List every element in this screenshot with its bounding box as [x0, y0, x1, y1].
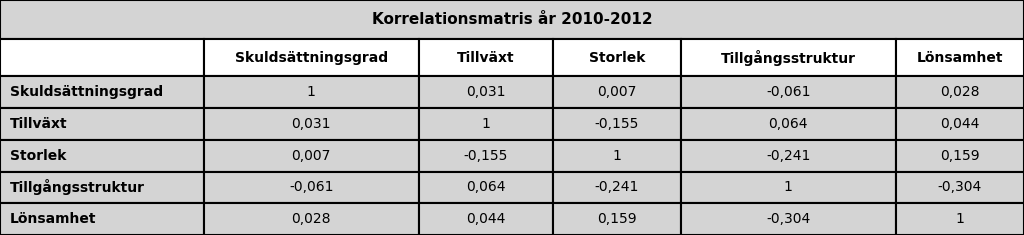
- Text: -0,304: -0,304: [766, 212, 810, 226]
- Text: 0,031: 0,031: [292, 117, 331, 131]
- Bar: [553, 140, 681, 172]
- Text: 0,159: 0,159: [940, 149, 980, 163]
- Text: -0,241: -0,241: [595, 180, 639, 194]
- Text: Storlek: Storlek: [10, 149, 67, 163]
- Bar: [204, 140, 419, 172]
- Bar: [0, 140, 204, 172]
- Text: Storlek: Storlek: [589, 51, 645, 65]
- Bar: [0, 203, 204, 235]
- Text: -0,155: -0,155: [595, 117, 639, 131]
- Bar: [204, 39, 419, 76]
- Text: -0,061: -0,061: [289, 180, 334, 194]
- Text: 0,028: 0,028: [940, 85, 980, 99]
- Bar: [681, 140, 896, 172]
- Bar: [419, 76, 553, 108]
- Bar: [681, 108, 896, 140]
- Text: Lönsamhet: Lönsamhet: [916, 51, 1004, 65]
- Text: 0,064: 0,064: [769, 117, 808, 131]
- Text: Tillgångsstruktur: Tillgångsstruktur: [10, 179, 145, 196]
- Bar: [681, 172, 896, 203]
- Text: Skuldsättningsgrad: Skuldsättningsgrad: [10, 85, 163, 99]
- Bar: [896, 203, 1024, 235]
- Text: 0,007: 0,007: [597, 85, 636, 99]
- Bar: [681, 39, 896, 76]
- Text: 0,044: 0,044: [940, 117, 980, 131]
- Bar: [896, 172, 1024, 203]
- Bar: [419, 108, 553, 140]
- Bar: [896, 140, 1024, 172]
- Bar: [681, 76, 896, 108]
- Bar: [204, 203, 419, 235]
- Text: Tillväxt: Tillväxt: [10, 117, 68, 131]
- Bar: [553, 108, 681, 140]
- Text: 0,028: 0,028: [292, 212, 331, 226]
- Bar: [0, 108, 204, 140]
- Bar: [419, 203, 553, 235]
- Text: Skuldsättningsgrad: Skuldsättningsgrad: [234, 51, 388, 65]
- Bar: [896, 108, 1024, 140]
- Text: Korrelationsmatris år 2010-2012: Korrelationsmatris år 2010-2012: [372, 12, 652, 27]
- Text: -0,241: -0,241: [766, 149, 811, 163]
- Bar: [681, 203, 896, 235]
- Bar: [419, 172, 553, 203]
- Bar: [0, 76, 204, 108]
- Text: -0,304: -0,304: [938, 180, 982, 194]
- Text: Lönsamhet: Lönsamhet: [10, 212, 96, 226]
- Text: 0,044: 0,044: [466, 212, 506, 226]
- Text: -0,155: -0,155: [464, 149, 508, 163]
- Bar: [553, 203, 681, 235]
- Text: 1: 1: [784, 180, 793, 194]
- Text: 1: 1: [481, 117, 490, 131]
- Bar: [553, 39, 681, 76]
- Bar: [896, 76, 1024, 108]
- Text: 1: 1: [612, 149, 622, 163]
- Bar: [553, 172, 681, 203]
- Bar: [553, 76, 681, 108]
- Bar: [896, 39, 1024, 76]
- Text: Tillväxt: Tillväxt: [457, 51, 515, 65]
- Bar: [0, 0, 1024, 39]
- Text: 0,064: 0,064: [466, 180, 506, 194]
- Text: Tillgångsstruktur: Tillgångsstruktur: [721, 50, 856, 66]
- Text: 0,159: 0,159: [597, 212, 637, 226]
- Bar: [204, 108, 419, 140]
- Bar: [0, 39, 204, 76]
- Text: -0,061: -0,061: [766, 85, 811, 99]
- Text: 0,031: 0,031: [466, 85, 506, 99]
- Bar: [419, 39, 553, 76]
- Text: 1: 1: [955, 212, 965, 226]
- Text: 1: 1: [307, 85, 315, 99]
- Bar: [204, 76, 419, 108]
- Bar: [0, 172, 204, 203]
- Text: 0,007: 0,007: [292, 149, 331, 163]
- Bar: [204, 172, 419, 203]
- Bar: [419, 140, 553, 172]
